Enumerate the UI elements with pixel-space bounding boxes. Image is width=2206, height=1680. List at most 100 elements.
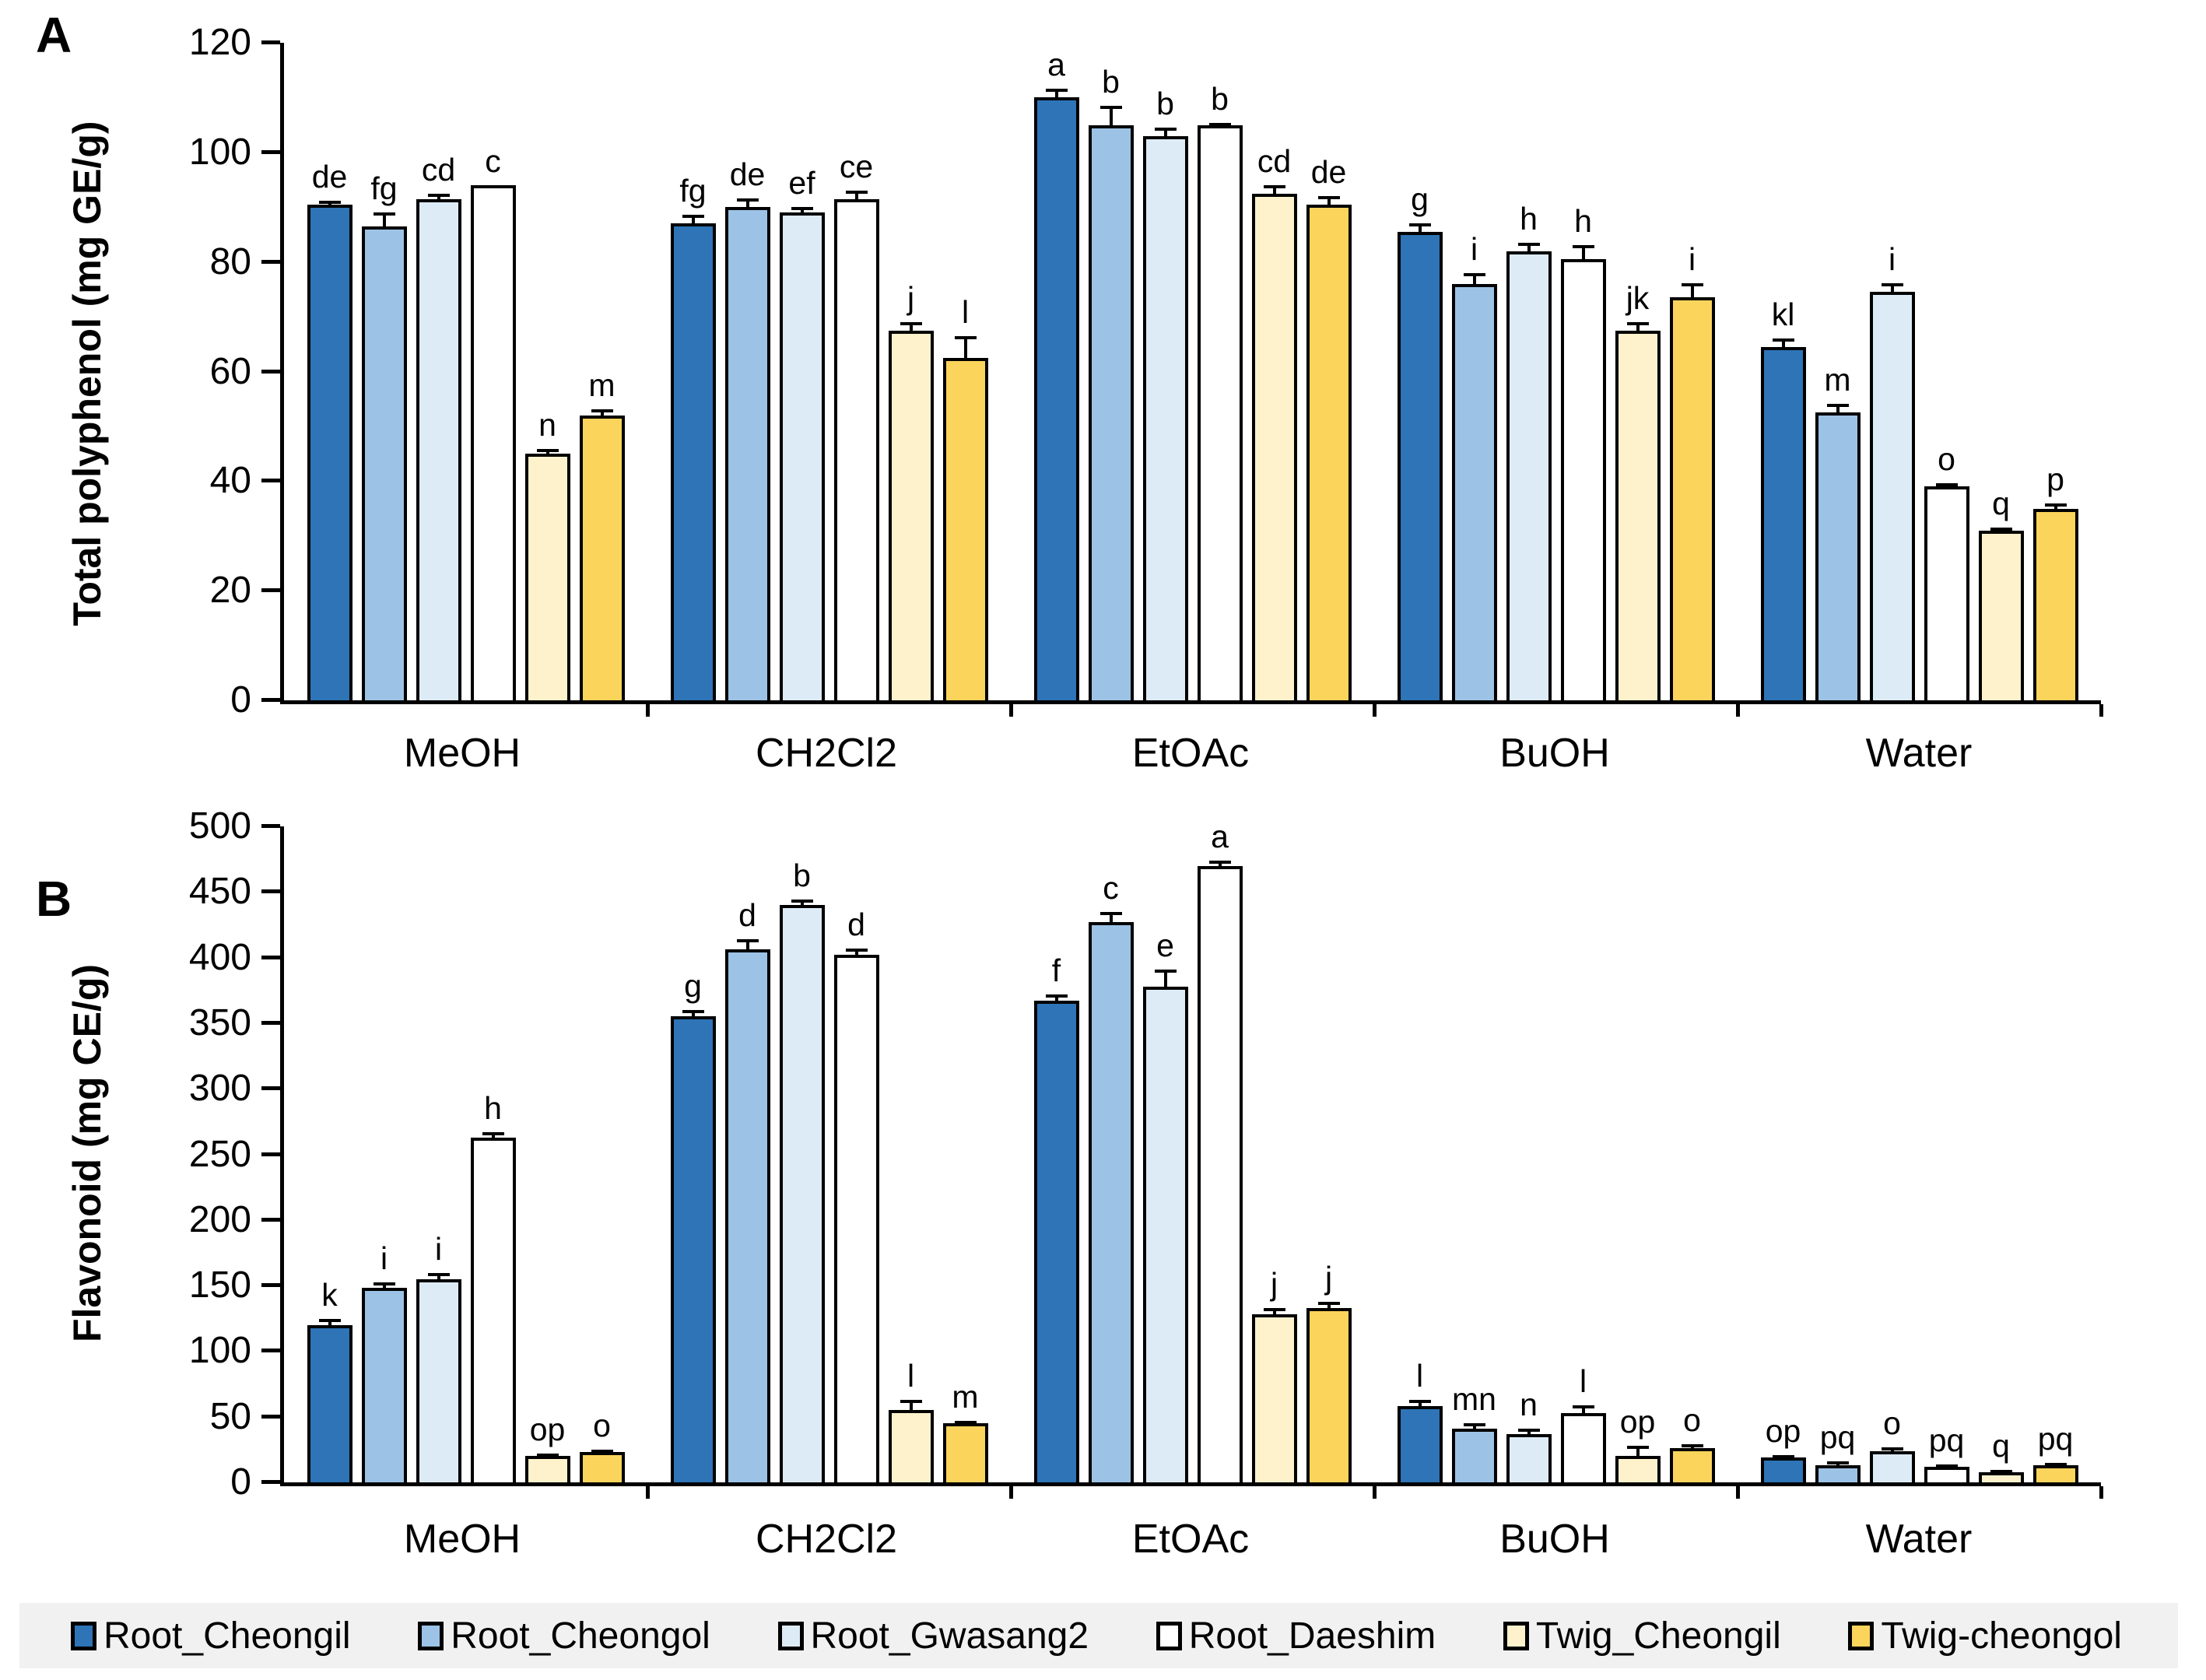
legend: Root_Cheongil Root_Cheongol Root_Gwasang2 R… [19, 1603, 2178, 1668]
bar-Twig_Cheongil: l [888, 1360, 934, 1482]
legend-swatch [1848, 1621, 1875, 1650]
bar-rect [470, 185, 516, 700]
bar-rect [1815, 412, 1861, 700]
bar-rect [724, 949, 770, 1482]
significance-letter: b [793, 858, 811, 893]
error-bar [1109, 914, 1113, 924]
bar-Root_Cheongol: i [1451, 233, 1497, 700]
bar-Root_Gwasang2: n [1506, 1389, 1552, 1482]
bar-Twig-cheongol: pq [2032, 1423, 2078, 1482]
error-bar-cap [1681, 283, 1703, 286]
error-bar-cap [791, 207, 813, 210]
y-tick-label: 250 [188, 1133, 251, 1175]
y-tick-label: 300 [188, 1068, 251, 1110]
bar-Twig-cheongol: l [942, 296, 988, 700]
bar-rect [1142, 987, 1188, 1482]
significance-letter: o [1938, 441, 1955, 477]
bar-rect [1924, 1467, 1969, 1482]
bar-rect [1033, 97, 1079, 700]
error-bar-cap [845, 191, 868, 194]
bar-Root_Cheongil: g [1397, 184, 1443, 700]
error-bar [1945, 485, 1948, 488]
bar-rect [307, 1325, 352, 1482]
error-bar-cap [1990, 528, 2012, 531]
bar-rect [1306, 205, 1352, 700]
y-axis-title-b: Flavonoid (mg CE/g) [65, 963, 109, 1343]
bar-Root_Gwasang2: o [1869, 1408, 1915, 1482]
bar-Twig-cheongol: i [1669, 244, 1715, 700]
bar-Twig_Cheongil: n [524, 409, 570, 700]
error-bar-cap [536, 449, 559, 452]
significance-letter: mn [1452, 1381, 1496, 1417]
legend-swatch [1503, 1621, 1529, 1650]
y-tick-label: 120 [188, 22, 251, 63]
legend-swatch [71, 1621, 96, 1650]
bar-Root_Cheongil: de [307, 161, 352, 700]
significance-letter: i [1688, 241, 1696, 277]
bar-Twig-cheongol: o [1669, 1405, 1715, 1482]
error-bar [1163, 129, 1167, 138]
bar-rect [307, 205, 352, 700]
bar-Twig_Cheongil: op [524, 1414, 570, 1482]
legend-item: Root_Gwasang2 [777, 1615, 1089, 1657]
error-bar [745, 200, 749, 209]
significance-letter: kl [1771, 296, 1795, 332]
bar-Root_Cheongil: a [1033, 49, 1079, 700]
error-bar [1327, 1303, 1331, 1310]
bar-Root_Cheongil: k [307, 1279, 352, 1482]
error-bar [545, 451, 549, 455]
bar-rect [1451, 284, 1497, 700]
bar-Root_Gwasang2: b [779, 860, 825, 1482]
bar-rect [416, 1279, 461, 1482]
error-bar-cap [682, 1010, 704, 1013]
significance-letter: p [2046, 461, 2064, 497]
significance-letter: o [593, 1408, 611, 1443]
significance-letter: pq [2037, 1421, 2074, 1457]
significance-letter: op [1765, 1413, 1801, 1449]
y-tick-label: 0 [230, 679, 251, 721]
significance-letter: i [380, 1240, 388, 1276]
error-bar-cap [1154, 970, 1177, 973]
bar-rect [1088, 125, 1134, 700]
y-tick-mark [261, 259, 280, 264]
error-bar [909, 1401, 913, 1412]
y-tick-mark [261, 1020, 280, 1025]
error-bar-cap [1099, 912, 1122, 915]
error-bar [909, 324, 913, 332]
error-bar-cap [1045, 994, 1068, 998]
bar-rect [670, 223, 716, 700]
bar-Root_Daeshim: d [833, 909, 879, 1482]
significance-letter: b [1211, 81, 1229, 117]
x-axis-labels-a: MeOH CH2Cl2 EtOAc BuOH Water [280, 730, 2101, 777]
y-tick-mark [261, 1217, 280, 1222]
bar-Root_Gwasang2: i [1869, 244, 1915, 700]
legend-item: Root_Daeshim [1156, 1615, 1436, 1657]
error-bar [1527, 244, 1531, 253]
significance-letter: fg [370, 170, 398, 206]
error-bar-cap [736, 198, 759, 202]
bar-rect [1397, 1406, 1443, 1482]
error-bar-cap [1572, 1405, 1594, 1408]
y-tick-label: 150 [188, 1264, 251, 1306]
significance-letter: j [907, 280, 915, 316]
bar-Root_Daeshim: h [470, 1093, 516, 1482]
error-bar [437, 1275, 440, 1281]
bar-Root_Cheongil: kl [1760, 299, 1806, 700]
bar-rect [1306, 1308, 1352, 1482]
y-tick-label: 350 [188, 1001, 251, 1043]
significance-letter: i [434, 1231, 443, 1267]
bar-rect [1560, 259, 1606, 700]
bar-rect [1760, 347, 1806, 700]
legend-label: Root_Cheongol [451, 1615, 710, 1657]
error-bar-cap [536, 1454, 559, 1457]
error-bar-cap [318, 1319, 341, 1322]
legend-label: Root_Cheongil [103, 1615, 351, 1657]
significance-letter: n [1520, 1387, 1538, 1422]
bar-rect [1142, 136, 1188, 700]
legend-item: Twig-cheongol [1848, 1615, 2122, 1657]
x-category-label: MeOH [403, 1517, 521, 1562]
error-bar [1690, 285, 1694, 299]
x-category-label: BuOH [1499, 1517, 1610, 1562]
